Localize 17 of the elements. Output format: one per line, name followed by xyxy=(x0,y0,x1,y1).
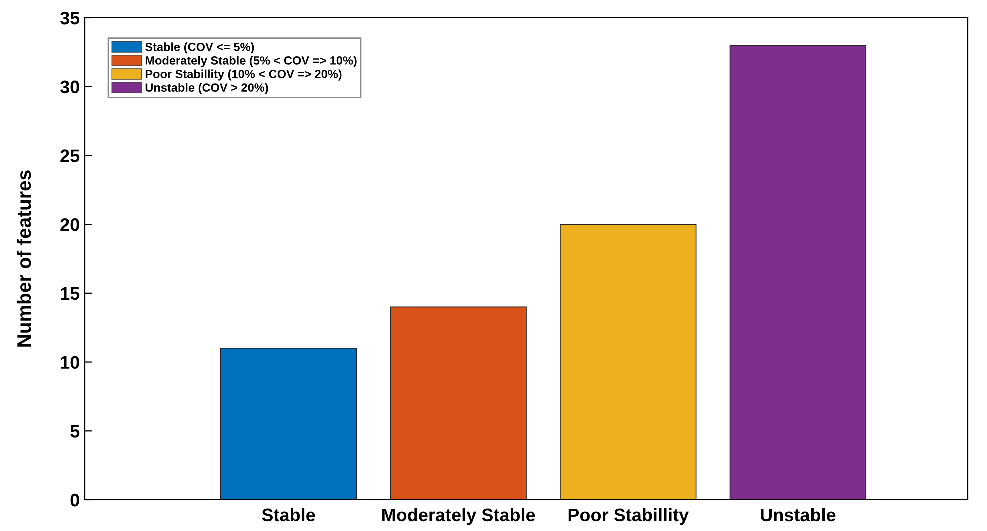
y-tick-label: 15 xyxy=(61,288,80,300)
legend-label: Moderately Stable (5% < COV => 10%) xyxy=(146,56,357,68)
y-tick-label: 20 xyxy=(60,218,80,232)
legend-label: Stable (COV <= 5%) xyxy=(146,42,254,54)
y-tick-label: 10 xyxy=(61,356,80,370)
x-tick-label: Stable xyxy=(262,508,316,522)
y-tick-label: 30 xyxy=(60,80,80,94)
x-tick-label: Unstable xyxy=(761,508,836,522)
legend-label: Poor Stabillity (10% < COV => 20%) xyxy=(146,70,342,81)
y-tick-label: 0 xyxy=(70,494,80,507)
y-axis-title: Number of features xyxy=(16,170,32,347)
y-tick-label: 5 xyxy=(70,425,80,438)
y-tick-label: 35 xyxy=(60,12,80,25)
x-tick-label: Poor Stabillity xyxy=(568,508,689,526)
y-tick-label: 25 xyxy=(60,150,80,162)
x-tick-label: Moderately Stable xyxy=(382,508,536,526)
legend-label: Unstable (COV > 20%) xyxy=(146,83,268,94)
